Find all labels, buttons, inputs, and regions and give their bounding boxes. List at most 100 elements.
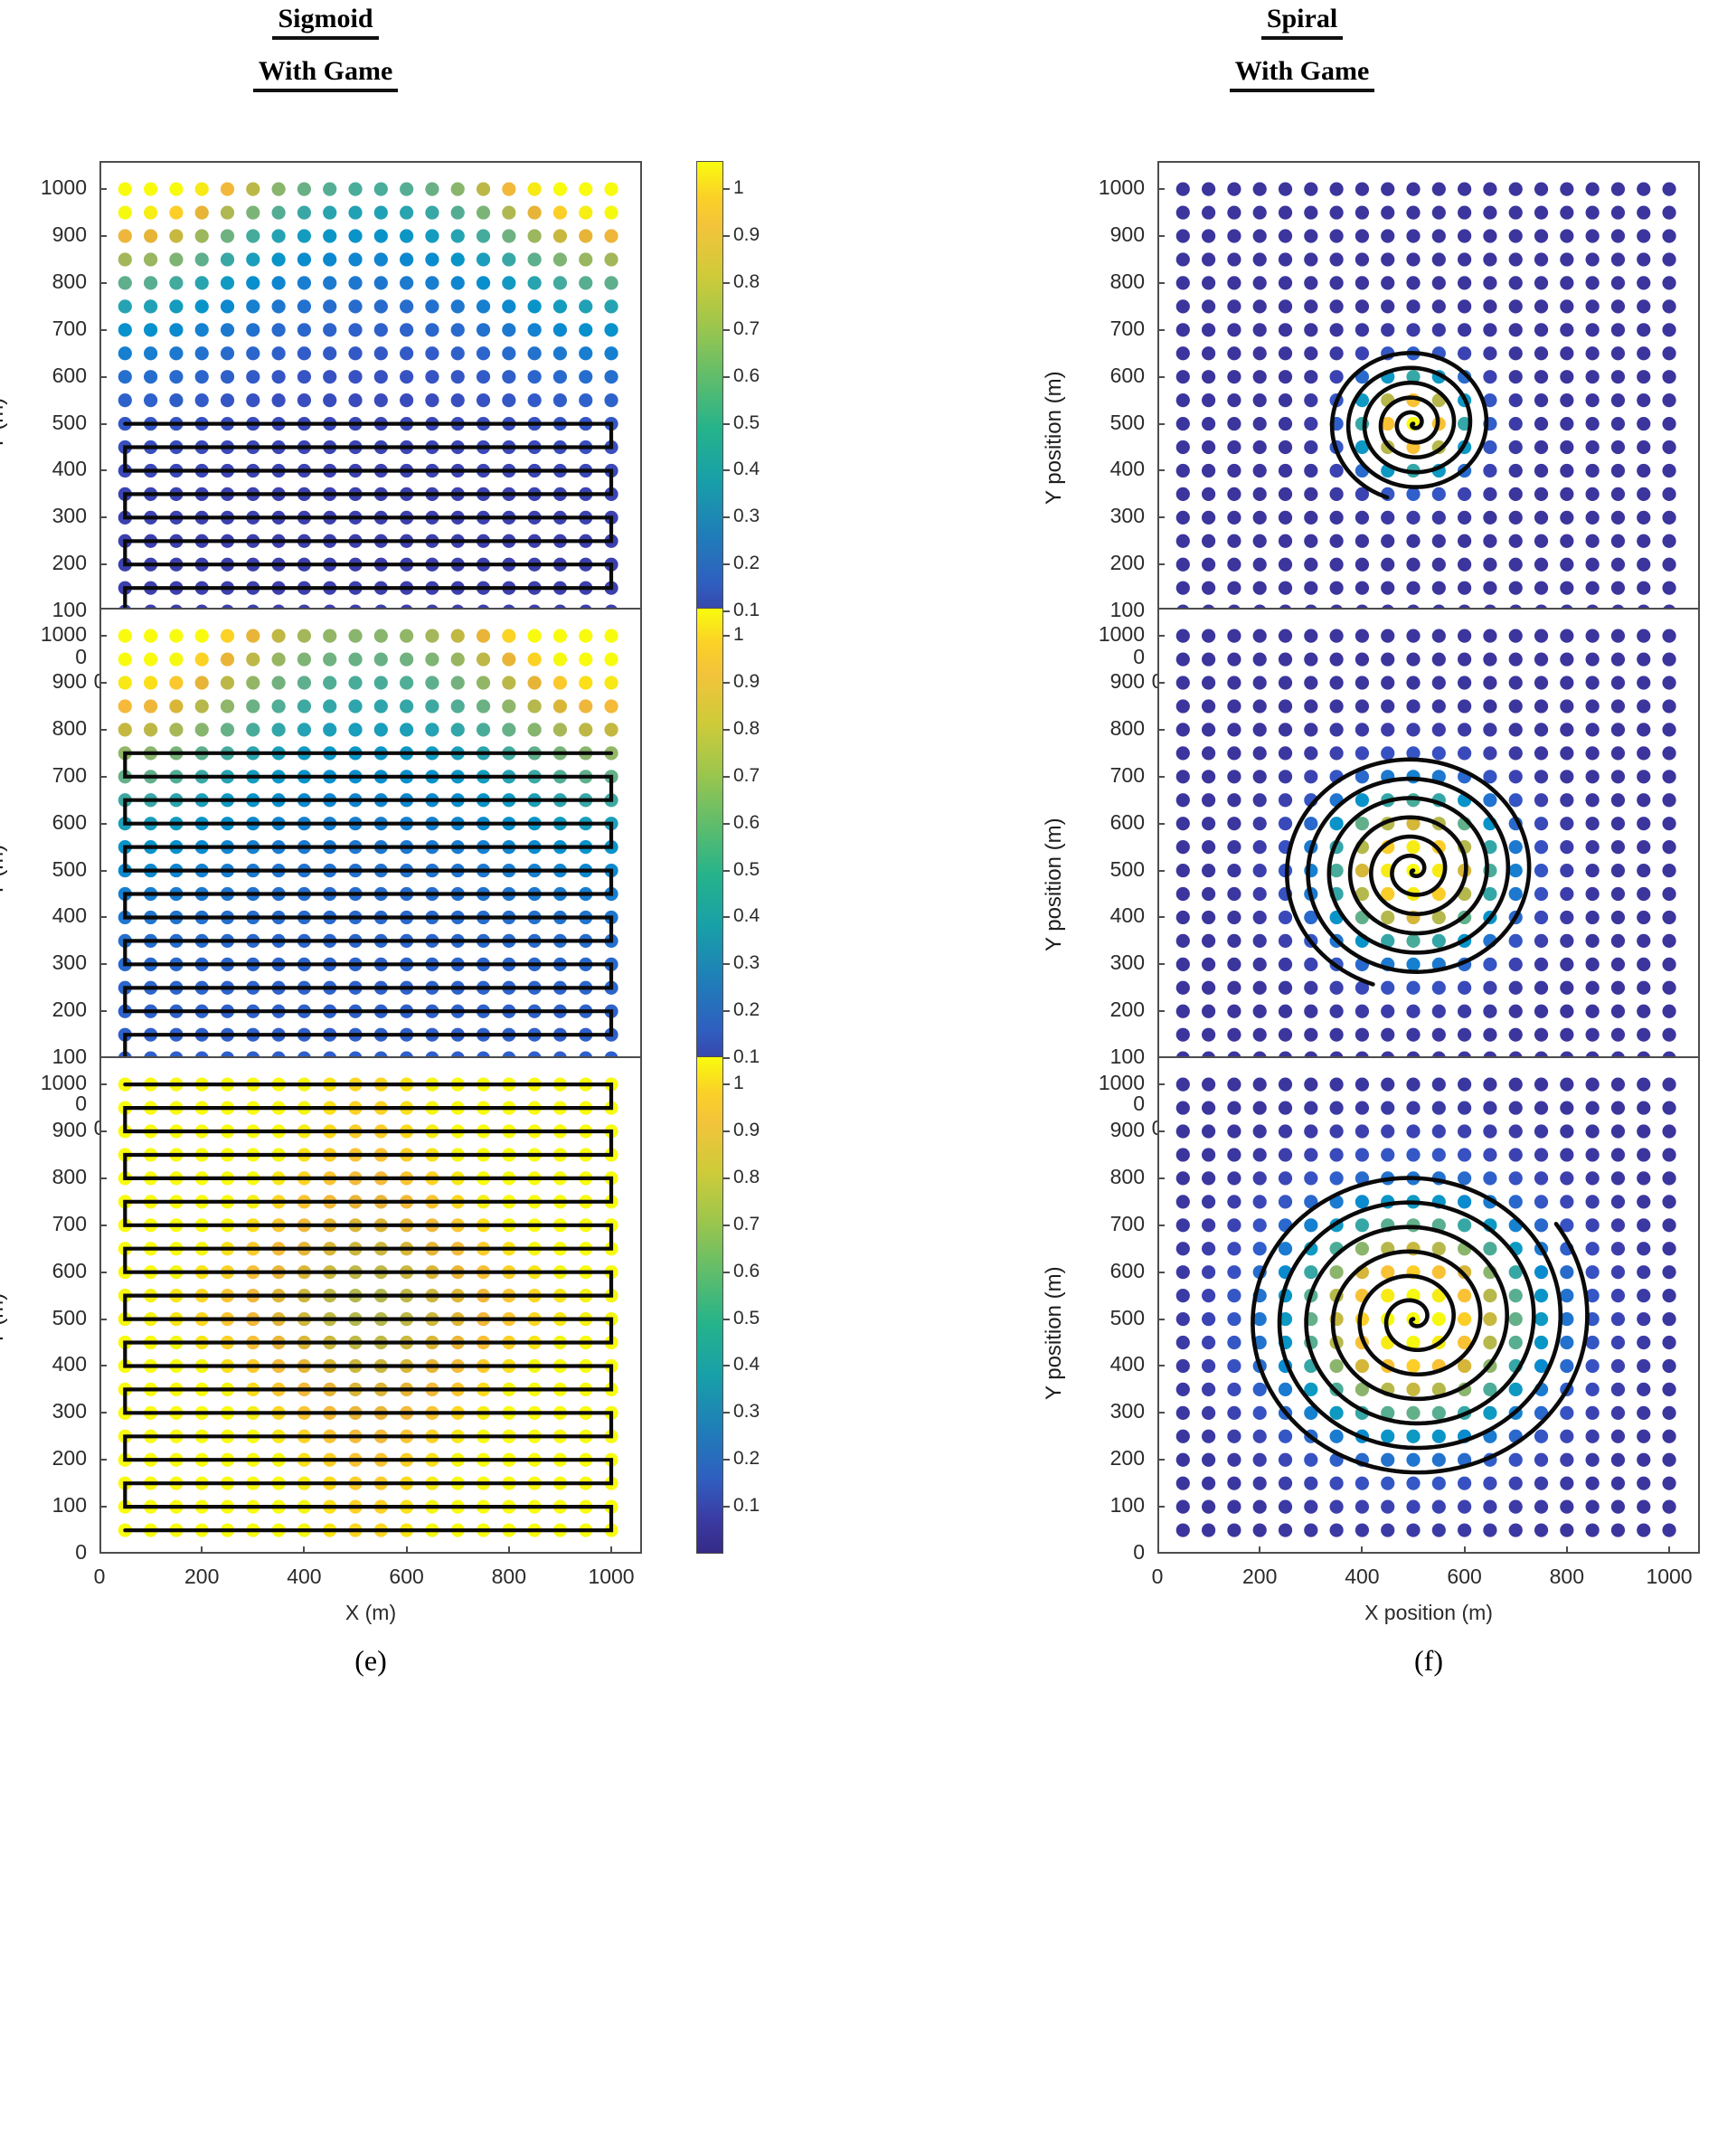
grid-point (1585, 323, 1600, 337)
grid-point (1355, 1101, 1370, 1115)
grid-point (1585, 676, 1600, 690)
grid-point (1662, 276, 1676, 290)
colorbar-tick-label-e-1: 1 (733, 1073, 744, 1094)
grid-point (1560, 1429, 1574, 1443)
grid-point (1406, 1101, 1421, 1115)
grid-point (1227, 323, 1241, 337)
grid-point (220, 393, 235, 408)
grid-point (1431, 510, 1446, 525)
y-tick-label-c-0: 0 (75, 1092, 87, 1115)
grid-point (1610, 534, 1626, 548)
grid-point (1381, 276, 1395, 290)
grid-point (1278, 699, 1293, 714)
grid-point (1381, 910, 1395, 925)
grid-point (1585, 1218, 1600, 1233)
y-tick-mark-d-700 (1157, 775, 1165, 778)
grid-point (1202, 1452, 1216, 1467)
grid-point (323, 182, 337, 196)
y-tick-mark-d-200 (1157, 1010, 1165, 1013)
grid-point (1662, 1499, 1676, 1514)
grid-point (1458, 629, 1472, 643)
grid-point (1202, 252, 1216, 267)
grid-point (1202, 1311, 1216, 1327)
grid-point (1175, 723, 1190, 737)
grid-point (1175, 1077, 1190, 1092)
grid-point (1202, 886, 1216, 902)
grid-point (246, 393, 260, 408)
grid-point (271, 699, 286, 714)
y-tick-mark-d-600 (1157, 822, 1165, 825)
grid-point (323, 299, 337, 314)
grid-point (1483, 510, 1497, 525)
grid-point (1534, 557, 1549, 572)
grid-point (1278, 393, 1293, 408)
grid-point (144, 652, 158, 667)
grid-point (527, 370, 542, 384)
grid-point (1662, 510, 1676, 525)
grid-point (1278, 629, 1293, 643)
grid-point (1175, 252, 1190, 267)
grid-point (1610, 463, 1626, 478)
y-tick-mark-c-400 (99, 916, 107, 919)
colorbar-tick-mark-e-0.8 (723, 1177, 730, 1179)
column-title-sigmoid: Sigmoid With Game (136, 4, 515, 92)
grid-point (1637, 252, 1651, 267)
grid-point (1278, 933, 1293, 948)
grid-point (1508, 957, 1523, 971)
grid-point (1406, 746, 1421, 761)
colorbar-a (696, 161, 723, 658)
grid-point (1458, 299, 1472, 314)
grid-point (1202, 1358, 1216, 1374)
grid-point (1637, 416, 1651, 431)
grid-point (1585, 840, 1600, 855)
y-tick-label-d-200: 200 (1109, 998, 1145, 1022)
x-axis-label-e: X (m) (345, 1601, 397, 1624)
grid-point (1329, 863, 1344, 878)
grid-point (1227, 1148, 1241, 1162)
grid-point (425, 252, 439, 267)
grid-point (1381, 723, 1395, 737)
grid-point (1637, 1382, 1651, 1396)
grid-point (373, 276, 388, 290)
grid-point (1431, 205, 1446, 220)
grid-point (1175, 393, 1190, 408)
grid-point (1227, 463, 1241, 478)
grid-point (348, 393, 363, 408)
grid-point (1304, 182, 1318, 196)
grid-point (1560, 393, 1574, 408)
grid-point (1534, 487, 1549, 501)
y-tick-label-c-500: 500 (52, 856, 87, 881)
grid-point (1252, 510, 1267, 525)
grid-point (450, 676, 465, 690)
grid-point (502, 699, 516, 714)
y-tick-mark-e-400 (99, 1365, 107, 1367)
grid-point (1355, 1077, 1370, 1092)
grid-point (1662, 957, 1676, 971)
y-tick-mark-a-900 (99, 235, 107, 238)
grid-point (1381, 557, 1395, 572)
grid-point (1227, 652, 1241, 667)
grid-point (1637, 1124, 1651, 1139)
grid-point (1610, 817, 1626, 831)
grid-point (1431, 1265, 1446, 1280)
y-tick-label-a-100: 100 (52, 598, 87, 622)
grid-point (1637, 393, 1651, 408)
grid-point (1585, 1004, 1600, 1018)
y-tick-mark-f-400 (1157, 1365, 1165, 1367)
y-axis-label-d: Y position (m) (1042, 818, 1066, 951)
y-tick-mark-e-300 (99, 1412, 107, 1414)
grid-point (1637, 299, 1651, 314)
grid-point (1175, 416, 1190, 431)
column-subtitle-sigmoid-text: With Game (252, 56, 399, 92)
grid-point (1534, 676, 1549, 690)
grid-point (118, 299, 132, 314)
grid-point (1278, 1242, 1293, 1256)
y-tick-label-e-400: 400 (52, 1352, 87, 1376)
grid-point (552, 652, 568, 667)
y-tick-label-b-900: 900 (1109, 222, 1145, 247)
grid-point (1278, 276, 1293, 290)
grid-point (1329, 980, 1344, 995)
x-tick-mark-f-600 (1463, 1546, 1466, 1554)
grid-point (552, 723, 568, 737)
y-tick-label-a-0: 0 (75, 645, 87, 668)
